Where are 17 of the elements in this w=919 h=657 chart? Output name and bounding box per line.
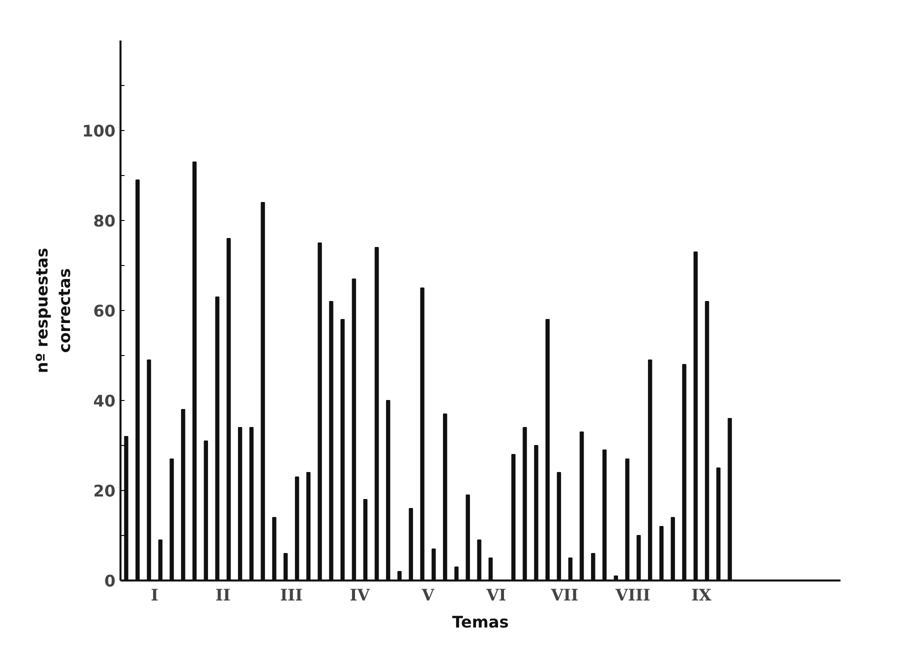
x-axis-title: Temas [452, 612, 509, 632]
y-tick-label: 0 [104, 572, 116, 590]
y-tick-label: 80 [93, 212, 116, 230]
y-tick-label: 60 [93, 302, 116, 320]
y-tick-label: 100 [82, 122, 116, 140]
x-tick-label: IV [350, 586, 370, 604]
x-tick-label: IX [691, 586, 712, 604]
y-tick-label: 20 [93, 482, 116, 500]
y-tick-label: 40 [93, 392, 116, 410]
x-tick-label: VI [485, 586, 506, 604]
x-tick-label: II [216, 586, 230, 604]
x-tick-label: VII [550, 586, 578, 604]
x-tick-label: I [150, 586, 158, 604]
x-tick-label: VIII [614, 586, 650, 604]
y-axis-title: nº respuestas correctas [32, 248, 74, 374]
x-tick-label: V [420, 586, 435, 604]
x-tick-label: III [280, 586, 303, 604]
